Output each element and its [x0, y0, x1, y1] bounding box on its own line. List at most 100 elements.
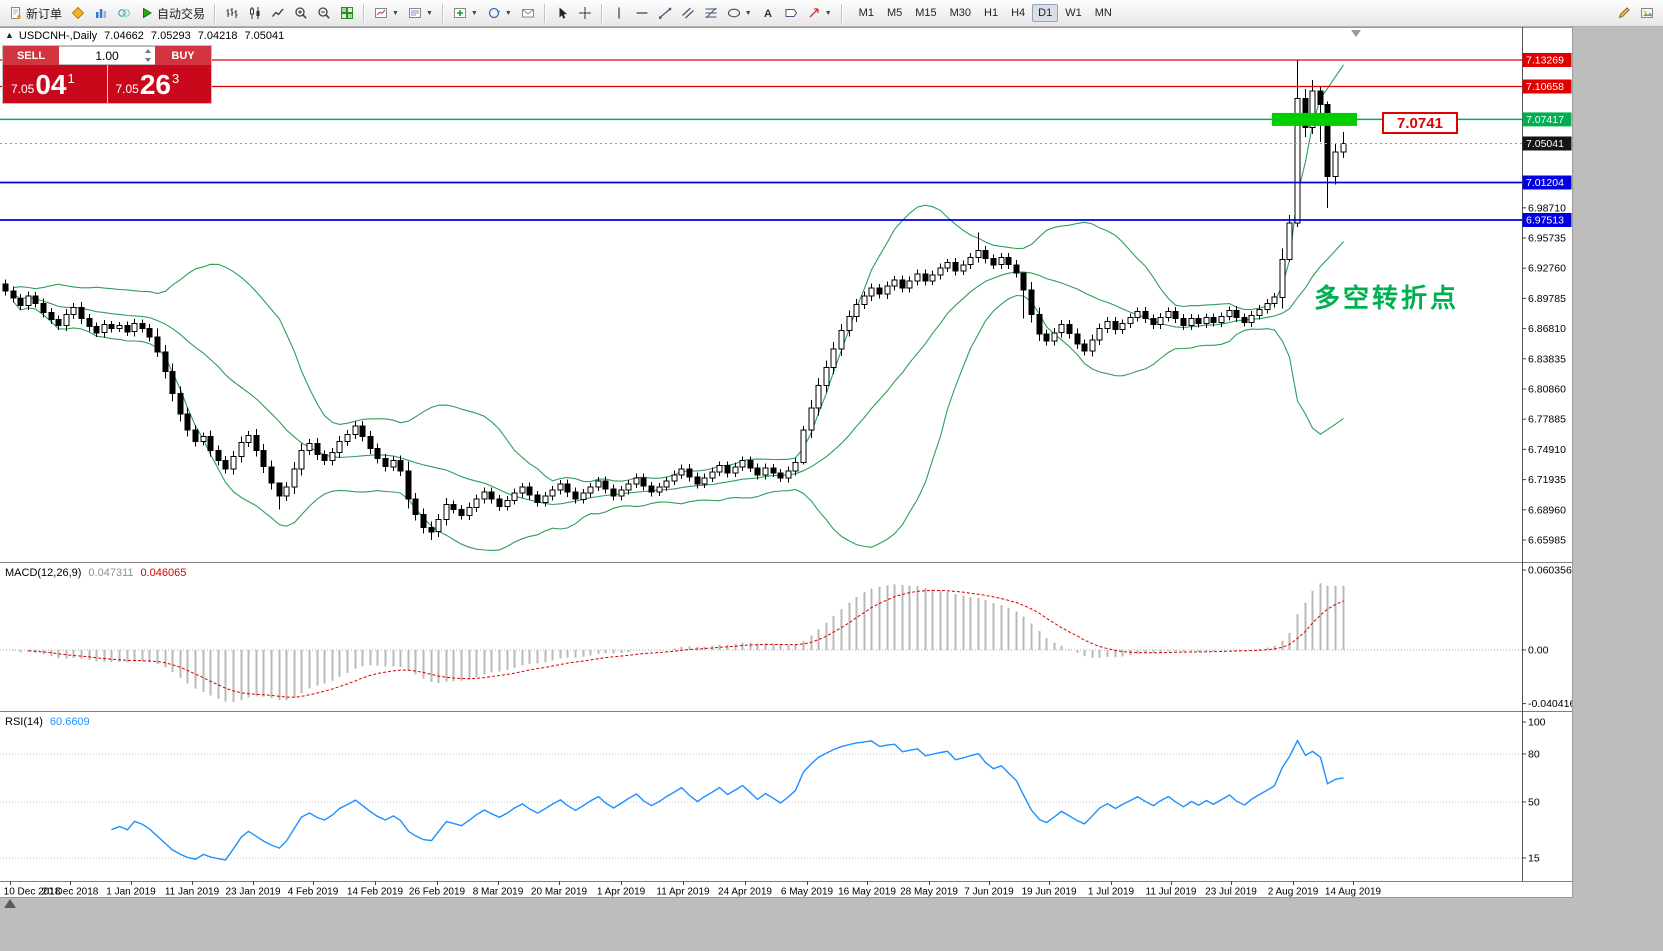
navigator-button[interactable]: ▼ — [483, 3, 516, 23]
price-axis-label: 6.68960 — [1528, 504, 1566, 516]
bid-price-button[interactable]: 7.05 04 1 — [3, 65, 107, 103]
candle — [686, 464, 693, 482]
arrows-button[interactable]: ▼ — [803, 3, 836, 23]
equidistant-channel-button[interactable] — [677, 3, 699, 23]
spinner-down-icon[interactable] — [144, 58, 151, 62]
candle — [929, 270, 936, 286]
text-button[interactable]: A — [757, 3, 779, 23]
candle — [184, 407, 191, 437]
layout-button[interactable] — [1636, 3, 1658, 23]
candle — [306, 439, 313, 455]
ask-pip-digit: 3 — [172, 71, 180, 86]
zoom-out-button[interactable] — [313, 3, 335, 23]
auto-trading-button[interactable]: 自动交易 — [136, 2, 209, 25]
price-marker-6.97513 — [1522, 213, 1572, 227]
bar-chart-mode-button[interactable] — [221, 3, 243, 23]
candle — [739, 456, 746, 471]
market-watch-icon — [94, 6, 108, 20]
sell-button[interactable]: SELL — [3, 46, 59, 65]
spinner-up-icon[interactable] — [144, 49, 151, 53]
data-window-icon — [117, 6, 131, 20]
candle — [1036, 307, 1043, 341]
timeframe-d1[interactable]: D1 — [1032, 4, 1059, 22]
chart-note-text[interactable]: 多空转折点 — [1314, 283, 1460, 313]
timeframe-m5[interactable]: M5 — [886, 7, 903, 19]
cursor-button[interactable] — [551, 3, 573, 23]
bollinger-lower-line — [13, 294, 1344, 551]
green-highlight-rectangle[interactable] — [1272, 112, 1357, 126]
timeframe-m15[interactable]: M15 — [915, 7, 937, 19]
new-order-button[interactable]: 新订单 — [5, 2, 66, 25]
mailbox-button[interactable] — [517, 3, 539, 23]
candle — [260, 444, 267, 474]
zoom-in-button[interactable] — [290, 3, 312, 23]
candle — [367, 430, 374, 454]
candle — [1226, 306, 1233, 321]
candle — [1081, 339, 1088, 356]
price-axis-label: 6.65985 — [1528, 535, 1566, 547]
vertical-line-button[interactable] — [608, 3, 630, 23]
price-axis[interactable]: 6.98710 6.95735 6.92760 6.89785 6.86810 6.838… — [1522, 53, 1572, 865]
candle — [162, 345, 169, 379]
pane-frame — [0, 27, 1572, 882]
candle — [1172, 307, 1179, 323]
timeframe-mn[interactable]: MN — [1094, 7, 1112, 19]
indicators-button[interactable]: ▼ — [449, 3, 482, 23]
bars-mode-icon — [225, 6, 239, 20]
profiles-button[interactable] — [67, 3, 89, 23]
candle — [458, 505, 465, 520]
candle — [519, 482, 526, 498]
chart-info-line: ▲ USDCNH-,Daily 7.04662 7.05293 7.04218 … — [5, 30, 284, 42]
candle — [1180, 314, 1187, 331]
timeframe-h1[interactable]: H1 — [984, 7, 999, 19]
candle — [663, 476, 670, 492]
chart-canvas[interactable]: 6.98710 6.95735 6.92760 6.89785 6.86810 6.838… — [0, 27, 1572, 897]
crosshair-button[interactable] — [574, 3, 596, 23]
candle — [1051, 328, 1058, 346]
circle-arrow-icon — [487, 6, 501, 20]
timeframe-w1[interactable]: W1 — [1065, 7, 1082, 19]
candle — [1195, 314, 1202, 328]
shapes-button[interactable]: ▼ — [723, 3, 756, 23]
chart-profiles-button[interactable]: ▼ — [404, 3, 437, 23]
trendline-button[interactable] — [654, 3, 676, 23]
market-watch-button[interactable] — [90, 3, 112, 23]
line-chart-mode-button[interactable] — [267, 3, 289, 23]
new-chart-icon — [374, 6, 388, 20]
candle — [967, 253, 974, 270]
candle — [1188, 314, 1195, 331]
text-label-button[interactable] — [780, 3, 802, 23]
volume-input[interactable]: 1.00 — [59, 46, 155, 65]
candle — [78, 302, 85, 324]
candle — [298, 443, 305, 476]
compose-button[interactable] — [1613, 3, 1635, 23]
horizontal-line-button[interactable] — [631, 3, 653, 23]
candle — [1028, 281, 1035, 323]
fibonacci-retracement-button[interactable] — [700, 3, 722, 23]
data-window-button[interactable] — [113, 3, 135, 23]
timeframe-h4[interactable]: H4 — [1011, 7, 1026, 19]
toolbar-separator — [600, 3, 603, 23]
price-axis-label: 6.98710 — [1528, 202, 1566, 214]
scroll-navigation-marker[interactable] — [4, 899, 16, 908]
price-axis-label: 6.80860 — [1528, 384, 1566, 396]
candlestick-mode-button[interactable] — [244, 3, 266, 23]
pivot-price-label[interactable]: 7.0741 — [1382, 112, 1458, 134]
date-label: 14 Feb 2019 — [347, 887, 404, 898]
timeframe-m1[interactable]: M1 — [858, 7, 874, 19]
buy-button[interactable]: BUY — [155, 46, 211, 65]
toolbar-separator — [363, 3, 366, 23]
tile-windows-button[interactable] — [336, 3, 358, 23]
candle — [792, 458, 799, 476]
timeframe-m30[interactable]: M30 — [949, 7, 972, 19]
candle — [1150, 314, 1157, 329]
price-marker-7.10658 — [1522, 79, 1572, 94]
candle — [633, 473, 640, 489]
collapse-panel-icon[interactable]: ▲ — [5, 30, 14, 40]
candle — [428, 521, 435, 540]
caret-down-icon: ▼ — [824, 9, 832, 17]
new-chart-button[interactable]: ▼ — [370, 3, 403, 23]
ask-price-button[interactable]: 7.05 26 3 — [106, 65, 211, 103]
close-value: 7.05041 — [244, 30, 285, 42]
